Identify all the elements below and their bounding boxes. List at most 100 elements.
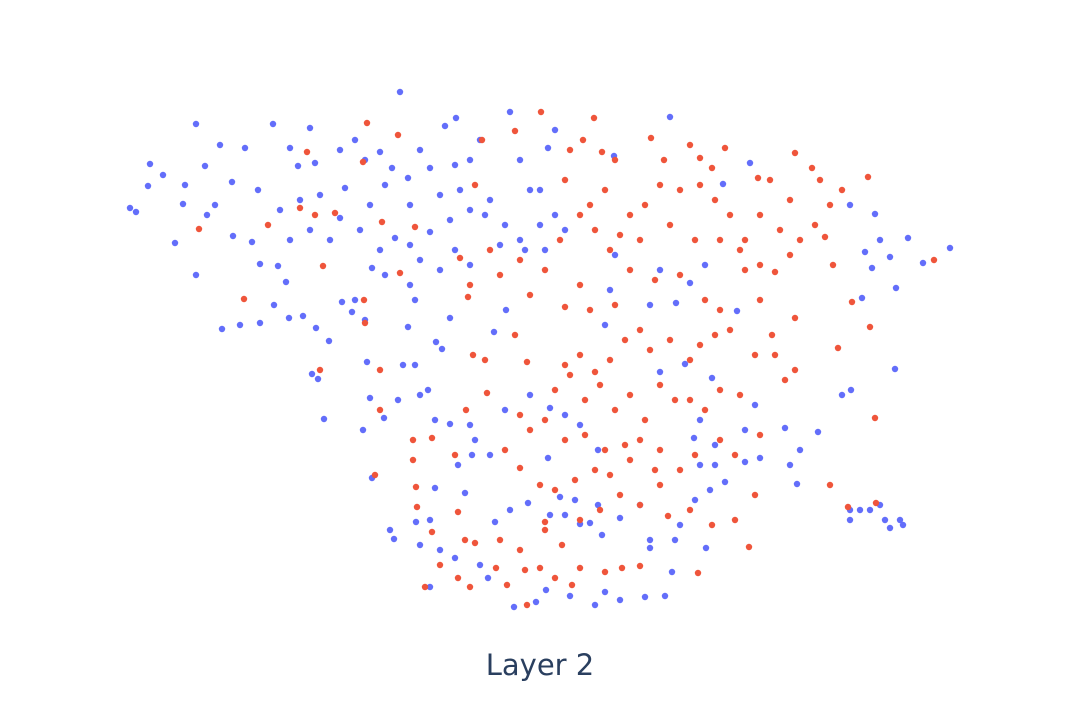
point — [641, 416, 649, 424]
point — [598, 531, 606, 539]
point — [179, 200, 187, 208]
point — [646, 536, 654, 544]
point — [264, 221, 272, 229]
point — [276, 206, 284, 214]
point — [756, 211, 764, 219]
point — [919, 259, 927, 267]
point — [466, 206, 474, 214]
point — [556, 236, 564, 244]
point — [561, 511, 569, 519]
point — [526, 391, 534, 399]
point — [452, 114, 460, 122]
point — [308, 370, 316, 378]
point — [946, 244, 954, 252]
point — [872, 499, 880, 507]
point — [394, 396, 402, 404]
point — [591, 226, 599, 234]
point — [691, 496, 699, 504]
point — [656, 368, 664, 376]
point — [606, 246, 614, 254]
point — [694, 569, 702, 577]
point — [601, 321, 609, 329]
point — [733, 307, 741, 315]
point — [399, 361, 407, 369]
point — [306, 124, 314, 132]
point — [466, 261, 474, 269]
point — [486, 196, 494, 204]
point — [576, 516, 584, 524]
point — [811, 221, 819, 229]
point — [796, 446, 804, 454]
point — [708, 521, 716, 529]
point — [282, 278, 290, 286]
point — [229, 232, 237, 240]
point — [506, 506, 514, 514]
point — [426, 164, 434, 172]
point — [701, 261, 709, 269]
point — [892, 284, 900, 292]
point — [526, 186, 534, 194]
point — [561, 303, 569, 311]
point — [394, 131, 402, 139]
point — [501, 446, 509, 454]
point — [656, 446, 664, 454]
point — [496, 241, 504, 249]
point — [416, 256, 424, 264]
point — [708, 374, 716, 382]
point — [351, 136, 359, 144]
point — [192, 120, 200, 128]
point — [503, 581, 511, 589]
point — [466, 583, 474, 591]
point — [236, 321, 244, 329]
point — [814, 428, 822, 436]
point — [286, 144, 294, 152]
point — [359, 426, 367, 434]
point — [711, 441, 719, 449]
point — [424, 386, 432, 394]
point — [336, 146, 344, 154]
point — [481, 356, 489, 364]
point — [586, 306, 594, 314]
chart-title: Layer 2 — [486, 648, 595, 682]
point — [296, 196, 304, 204]
point — [536, 221, 544, 229]
point — [537, 108, 545, 116]
point — [896, 516, 904, 524]
point — [561, 436, 569, 444]
point — [516, 546, 524, 554]
point — [436, 561, 444, 569]
point — [436, 266, 444, 274]
point — [516, 256, 524, 264]
point — [786, 461, 794, 469]
point — [766, 176, 774, 184]
point — [726, 211, 734, 219]
point — [696, 341, 704, 349]
point — [381, 181, 389, 189]
point — [523, 601, 531, 609]
point — [319, 262, 327, 270]
point — [256, 319, 264, 327]
point — [451, 246, 459, 254]
point — [621, 336, 629, 344]
point — [216, 141, 224, 149]
point — [736, 391, 744, 399]
point — [521, 566, 529, 574]
point — [561, 361, 569, 369]
point — [741, 236, 749, 244]
point — [316, 191, 324, 199]
point — [791, 149, 799, 157]
point — [686, 356, 694, 364]
point — [566, 371, 574, 379]
point — [676, 521, 684, 529]
point — [571, 496, 579, 504]
point — [606, 286, 614, 294]
point — [469, 351, 477, 359]
point — [590, 114, 598, 122]
point — [526, 426, 534, 434]
point — [471, 181, 479, 189]
point — [461, 489, 469, 497]
point — [566, 592, 574, 600]
point — [336, 214, 344, 222]
point — [681, 360, 689, 368]
